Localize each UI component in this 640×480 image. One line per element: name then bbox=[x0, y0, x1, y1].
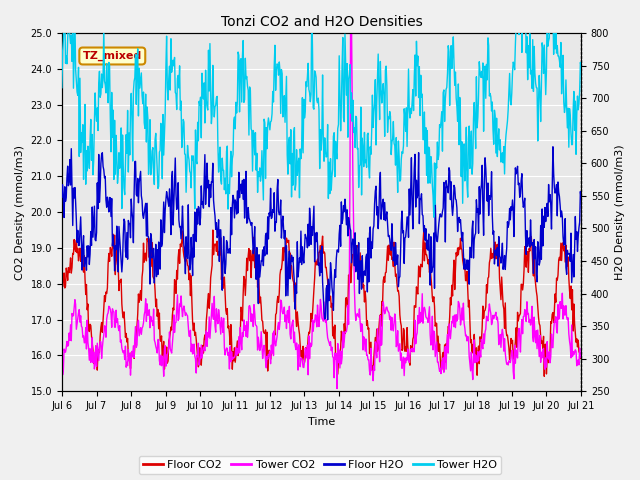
Title: Tonzi CO2 and H2O Densities: Tonzi CO2 and H2O Densities bbox=[221, 15, 422, 29]
Y-axis label: CO2 Density (mmol/m3): CO2 Density (mmol/m3) bbox=[15, 144, 25, 280]
Legend: Floor CO2, Tower CO2, Floor H2O, Tower H2O: Floor CO2, Tower CO2, Floor H2O, Tower H… bbox=[139, 456, 501, 474]
Y-axis label: H2O Density (mmol/m3): H2O Density (mmol/m3) bbox=[615, 144, 625, 280]
Text: TZ_mixed: TZ_mixed bbox=[83, 51, 142, 61]
X-axis label: Time: Time bbox=[308, 417, 335, 427]
